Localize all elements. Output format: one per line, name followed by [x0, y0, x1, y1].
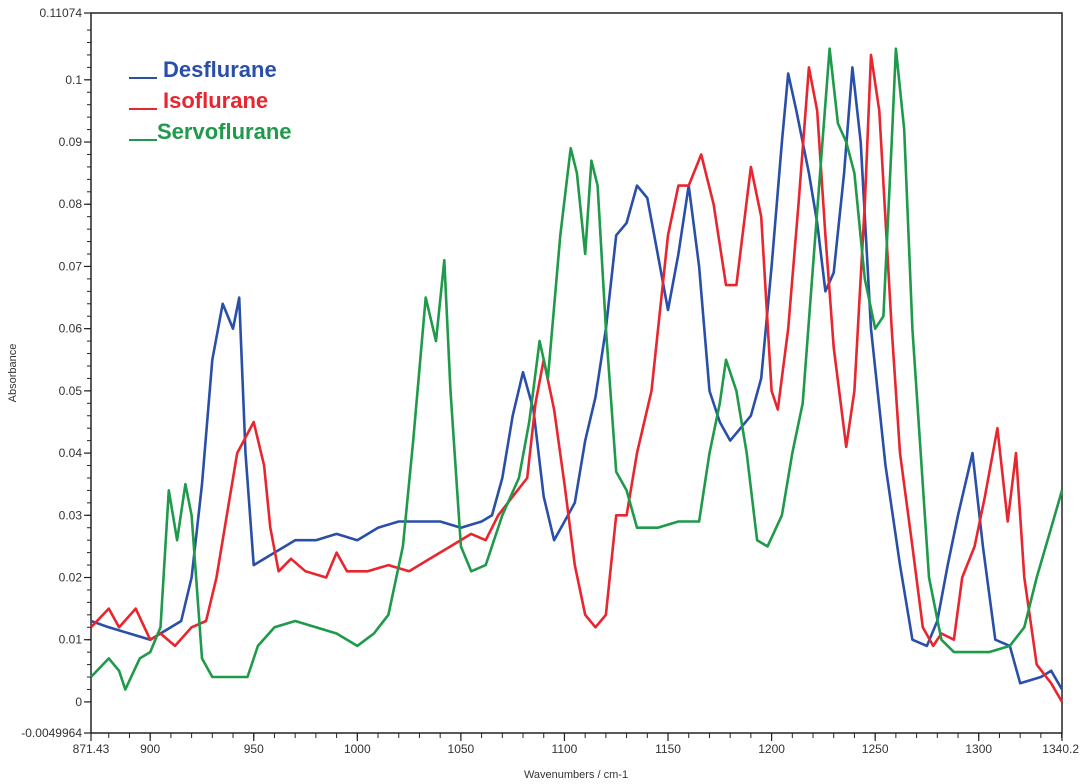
x-tick-label: 950	[244, 742, 264, 756]
y-tick-label: 0.09	[59, 135, 83, 149]
x-axis: 871.43 900 950 1000 1050 1100 1150 1200 1250 1300…	[73, 733, 1079, 756]
y-tick-label: 0.06	[59, 322, 83, 336]
x-tick-label: 1000	[344, 742, 371, 756]
legend-label: Servoflurane	[157, 119, 292, 144]
series-line-servoflurane	[90, 47, 1064, 691]
y-tick-label: 0.1	[65, 73, 82, 87]
x-tick-label: 900	[140, 742, 160, 756]
y-tick-label: 0	[75, 695, 82, 709]
legend-label: Desflurane	[163, 57, 277, 82]
x-tick-label: 1050	[448, 742, 475, 756]
legend-label: Isoflurane	[163, 88, 268, 113]
y-axis-label: Absorbance	[7, 344, 19, 403]
series-line-isoflurane	[90, 53, 1064, 703]
y-axis: 0.11074 0.1 0.09 0.08 0.07 0.06 0.05 0.04 0.03 0.…	[21, 6, 91, 740]
y-tick-label: 0.03	[59, 508, 83, 522]
y-tick-label: 0.11074	[40, 6, 83, 20]
x-tick-label: 1100	[552, 742, 578, 756]
x-tick-label: 1200	[758, 742, 785, 756]
series-line-desflurane	[90, 66, 1064, 691]
y-tick-label: 0.02	[59, 570, 83, 584]
legend: Desflurane Isoflurane Servoflurane	[129, 57, 292, 144]
x-tick-label: 1340.2	[1042, 742, 1079, 756]
y-tick-label: 0.07	[59, 259, 83, 273]
x-tick-label: 1150	[655, 742, 681, 756]
y-tick-label: 0.08	[59, 197, 83, 211]
x-tick-label: 1250	[862, 742, 889, 756]
y-tick-label: 0.01	[59, 633, 83, 647]
x-tick-label: 1300	[965, 742, 992, 756]
plot-frame	[90, 12, 1063, 734]
series-lines	[90, 47, 1064, 703]
y-tick-label: -0.0049964	[21, 726, 82, 740]
y-tick-label: 0.05	[59, 384, 83, 398]
x-axis-label: Wavenumbers / cm-1	[524, 769, 628, 781]
y-tick-label: 0.04	[59, 446, 83, 460]
x-tick-label: 871.43	[73, 742, 110, 756]
